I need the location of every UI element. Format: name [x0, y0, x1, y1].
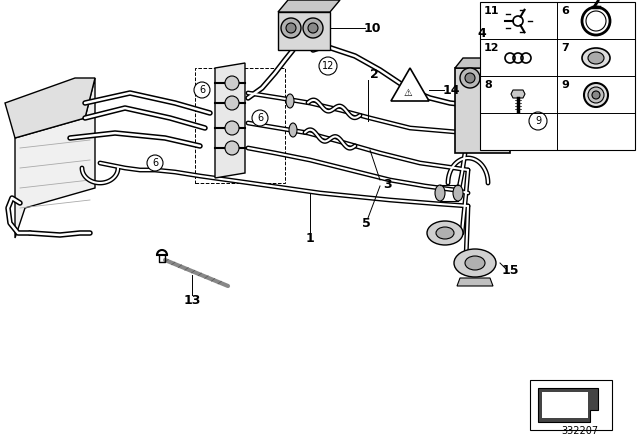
Bar — [455, 68, 510, 153]
Circle shape — [225, 96, 239, 110]
Circle shape — [147, 155, 163, 171]
Text: 8: 8 — [484, 80, 492, 90]
Ellipse shape — [427, 221, 463, 245]
Polygon shape — [5, 78, 95, 138]
Bar — [480, 2, 635, 150]
Polygon shape — [542, 392, 588, 418]
Circle shape — [465, 73, 475, 83]
Circle shape — [225, 121, 239, 135]
Ellipse shape — [453, 185, 463, 201]
Ellipse shape — [436, 227, 454, 239]
Ellipse shape — [435, 185, 445, 201]
Text: 15: 15 — [501, 263, 519, 276]
Text: 4: 4 — [477, 26, 486, 39]
Circle shape — [588, 87, 604, 103]
Ellipse shape — [289, 123, 297, 137]
Polygon shape — [215, 63, 245, 178]
Text: 11: 11 — [484, 6, 499, 16]
Text: 1: 1 — [306, 232, 314, 245]
Polygon shape — [538, 388, 598, 422]
Circle shape — [225, 141, 239, 155]
Polygon shape — [15, 78, 95, 238]
Circle shape — [529, 112, 547, 130]
Text: 14: 14 — [442, 83, 460, 96]
Circle shape — [502, 90, 518, 106]
Bar — [530, 380, 612, 430]
Text: 9: 9 — [535, 116, 541, 126]
Text: ⚠: ⚠ — [404, 88, 412, 98]
Circle shape — [485, 73, 495, 83]
Text: 6: 6 — [152, 158, 158, 168]
Ellipse shape — [454, 249, 496, 277]
Bar — [195, 68, 285, 183]
Text: 12: 12 — [322, 61, 334, 71]
Ellipse shape — [588, 52, 604, 64]
Bar — [510, 114, 528, 128]
Circle shape — [303, 18, 323, 38]
Text: 5: 5 — [362, 216, 371, 229]
Polygon shape — [391, 68, 429, 101]
Text: 12: 12 — [484, 43, 499, 53]
Polygon shape — [278, 0, 340, 12]
Ellipse shape — [465, 256, 485, 270]
Circle shape — [252, 110, 268, 126]
Text: 6: 6 — [257, 113, 263, 123]
Circle shape — [592, 91, 600, 99]
Text: 2: 2 — [370, 68, 379, 81]
Circle shape — [194, 82, 210, 98]
Polygon shape — [455, 58, 518, 68]
Text: 13: 13 — [183, 293, 201, 306]
Circle shape — [319, 57, 337, 75]
Polygon shape — [511, 90, 525, 98]
Text: 7: 7 — [561, 43, 569, 53]
Circle shape — [504, 117, 516, 129]
Ellipse shape — [286, 94, 294, 108]
Circle shape — [286, 23, 296, 33]
Circle shape — [460, 68, 480, 88]
Circle shape — [225, 76, 239, 90]
Polygon shape — [278, 12, 330, 50]
Circle shape — [308, 23, 318, 33]
Text: 9: 9 — [561, 80, 569, 90]
Text: 6: 6 — [561, 6, 569, 16]
Text: 6: 6 — [199, 85, 205, 95]
Ellipse shape — [582, 48, 610, 68]
Circle shape — [281, 18, 301, 38]
Text: 3: 3 — [383, 177, 392, 190]
Circle shape — [584, 83, 608, 107]
Polygon shape — [457, 278, 493, 286]
Text: 10: 10 — [364, 22, 381, 34]
Text: 332207: 332207 — [561, 426, 598, 436]
Circle shape — [480, 68, 500, 88]
